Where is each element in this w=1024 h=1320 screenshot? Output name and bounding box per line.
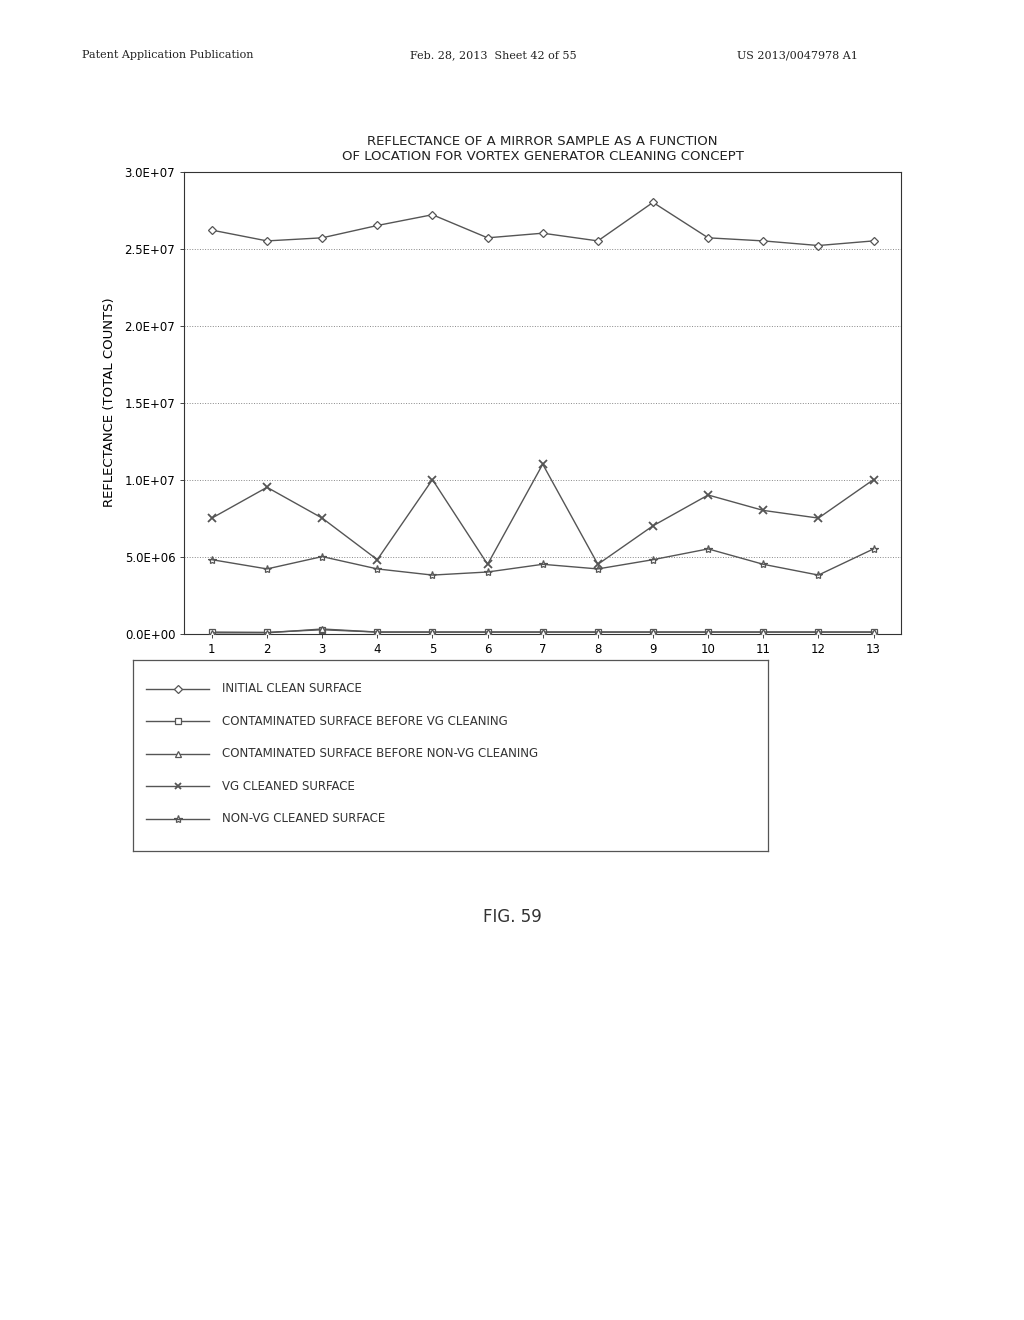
Text: US 2013/0047978 A1: US 2013/0047978 A1 <box>737 50 858 61</box>
Text: VG CLEANED SURFACE: VG CLEANED SURFACE <box>222 780 355 793</box>
X-axis label: SAMPLING LOCATION: SAMPLING LOCATION <box>473 663 612 676</box>
Text: NON-VG CLEANED SURFACE: NON-VG CLEANED SURFACE <box>222 812 385 825</box>
Y-axis label: REFLECTANCE (TOTAL COUNTS): REFLECTANCE (TOTAL COUNTS) <box>103 298 116 507</box>
Text: Patent Application Publication: Patent Application Publication <box>82 50 253 61</box>
Text: CONTAMINATED SURFACE BEFORE NON-VG CLEANING: CONTAMINATED SURFACE BEFORE NON-VG CLEAN… <box>222 747 539 760</box>
Text: CONTAMINATED SURFACE BEFORE VG CLEANING: CONTAMINATED SURFACE BEFORE VG CLEANING <box>222 714 508 727</box>
Text: INITIAL CLEAN SURFACE: INITIAL CLEAN SURFACE <box>222 682 361 696</box>
Text: FIG. 59: FIG. 59 <box>482 908 542 927</box>
Title: REFLECTANCE OF A MIRROR SAMPLE AS A FUNCTION
OF LOCATION FOR VORTEX GENERATOR CL: REFLECTANCE OF A MIRROR SAMPLE AS A FUNC… <box>342 136 743 164</box>
Text: Feb. 28, 2013  Sheet 42 of 55: Feb. 28, 2013 Sheet 42 of 55 <box>410 50 577 61</box>
